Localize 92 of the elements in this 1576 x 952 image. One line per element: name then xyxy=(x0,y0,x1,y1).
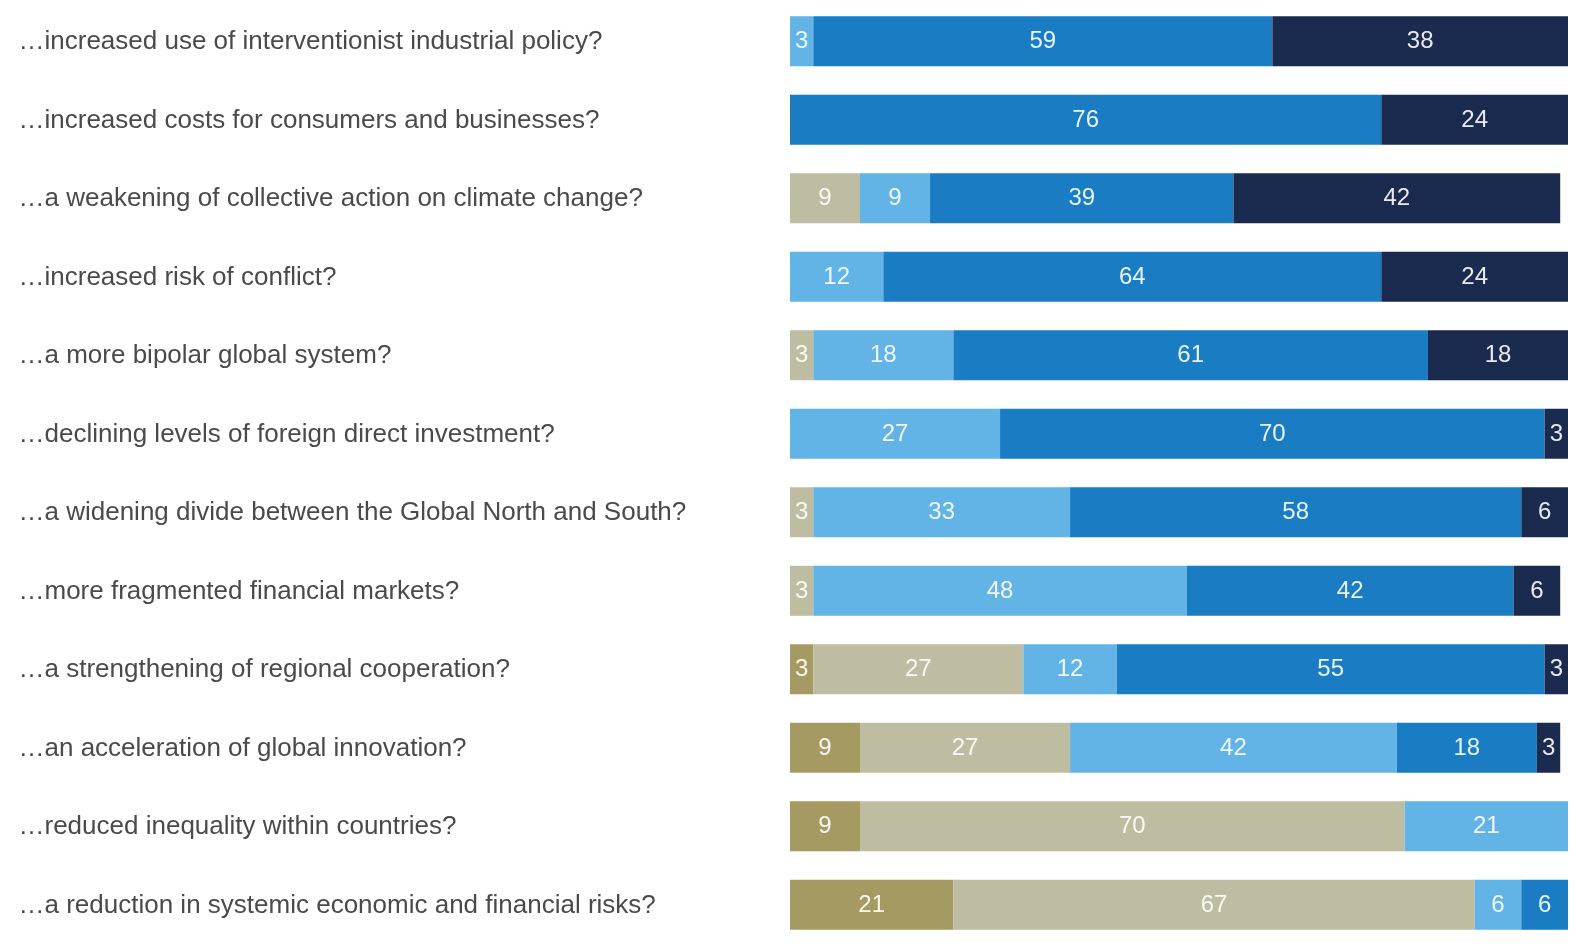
data-label: 42 xyxy=(1336,575,1364,603)
data-label: 12 xyxy=(1056,654,1084,682)
data-label: 24 xyxy=(1461,104,1488,132)
data-label: 21 xyxy=(858,889,886,917)
bar xyxy=(1381,251,1568,302)
data-label: 3 xyxy=(794,26,809,54)
bar xyxy=(790,408,1001,459)
data-label: 39 xyxy=(1068,183,1096,211)
data-label: 67 xyxy=(1200,889,1228,917)
y-tick-label: …increased costs for consumers and businesses? xyxy=(18,103,600,134)
data-label: 3 xyxy=(1549,418,1564,446)
data-label: 3 xyxy=(1549,654,1564,682)
bar xyxy=(1396,722,1537,773)
data-label: 3 xyxy=(794,654,809,682)
data-label: 6 xyxy=(1491,889,1505,917)
bar xyxy=(1070,722,1397,773)
data-label: 6 xyxy=(1537,497,1552,525)
data-label: 9 xyxy=(888,183,902,211)
data-label: 3 xyxy=(794,340,809,368)
data-label: 9 xyxy=(818,183,832,211)
data-label: 55 xyxy=(1317,654,1345,682)
data-label: 70 xyxy=(1259,418,1286,446)
bar xyxy=(790,94,1382,145)
y-tick-label: …declining levels of foreign direct investment? xyxy=(18,417,555,448)
bar xyxy=(1474,879,1522,930)
data-label: 3 xyxy=(794,497,809,525)
bar xyxy=(953,879,1475,930)
bar xyxy=(860,722,1071,773)
bar xyxy=(1521,879,1568,930)
data-label: 27 xyxy=(951,732,979,760)
bar xyxy=(1513,565,1561,616)
y-tick-label: …an acceleration of global innovation? xyxy=(18,731,467,762)
y-tick-label: …a reduction in systemic economic and financial risks? xyxy=(18,888,656,919)
bar xyxy=(1427,330,1568,381)
bar xyxy=(1381,94,1568,145)
bar xyxy=(1404,801,1568,852)
bar xyxy=(813,16,1273,67)
bar xyxy=(813,644,1024,695)
bar xyxy=(790,879,954,930)
data-label: 59 xyxy=(1029,26,1057,54)
data-label: 21 xyxy=(1472,811,1500,839)
bar xyxy=(1272,16,1568,67)
bar xyxy=(860,801,1405,852)
bar xyxy=(790,722,861,773)
data-label: 18 xyxy=(870,340,897,368)
bar xyxy=(813,487,1071,538)
bar xyxy=(813,565,1187,616)
y-tick-label: …reduced inequality within countries? xyxy=(18,810,457,841)
data-label: 27 xyxy=(905,654,932,682)
data-label: 9 xyxy=(818,811,832,839)
data-label: 70 xyxy=(1118,811,1146,839)
y-tick-label: …more fragmented financial markets? xyxy=(18,574,460,605)
data-label: 48 xyxy=(986,575,1014,603)
data-label: 18 xyxy=(1484,340,1512,368)
bar xyxy=(930,173,1234,224)
data-label: 76 xyxy=(1072,104,1099,132)
data-label: 6 xyxy=(1530,575,1544,603)
data-label: 58 xyxy=(1282,497,1310,525)
y-tick-label: …increased use of interventionist industrial policy? xyxy=(18,25,603,56)
bar xyxy=(1023,644,1117,695)
y-tick-label: …a more bipolar global system? xyxy=(18,339,392,370)
data-label: 33 xyxy=(928,497,956,525)
y-tick-label: …a strengthening of regional cooperation? xyxy=(18,653,510,684)
data-label: 3 xyxy=(1541,732,1556,760)
data-label: 42 xyxy=(1220,732,1247,760)
bar xyxy=(1070,487,1522,538)
data-label: 42 xyxy=(1383,183,1411,211)
y-tick-label: …a weakening of collective action on climate change? xyxy=(18,182,643,213)
bar xyxy=(1116,644,1545,695)
y-tick-label: …a widening divide between the Global North and South? xyxy=(18,496,687,527)
y-tick-label: …increased risk of conflict? xyxy=(18,260,337,291)
data-label: 9 xyxy=(818,732,832,760)
bar xyxy=(953,330,1428,381)
bar xyxy=(1000,408,1545,459)
bar xyxy=(883,251,1382,302)
bar xyxy=(1186,565,1514,616)
bar xyxy=(813,330,954,381)
data-label: 12 xyxy=(823,261,851,289)
data-label: 3 xyxy=(794,575,809,603)
data-label: 24 xyxy=(1461,261,1488,289)
bar xyxy=(1521,487,1568,538)
data-label: 38 xyxy=(1406,26,1434,54)
data-label: 6 xyxy=(1537,889,1552,917)
data-label: 18 xyxy=(1453,732,1481,760)
bar xyxy=(860,173,931,224)
bar xyxy=(790,801,861,852)
data-label: 27 xyxy=(881,418,909,446)
data-label: 61 xyxy=(1177,340,1205,368)
data-label: 64 xyxy=(1118,261,1146,289)
bar xyxy=(790,251,884,302)
bar xyxy=(790,173,861,224)
bar xyxy=(1233,173,1561,224)
